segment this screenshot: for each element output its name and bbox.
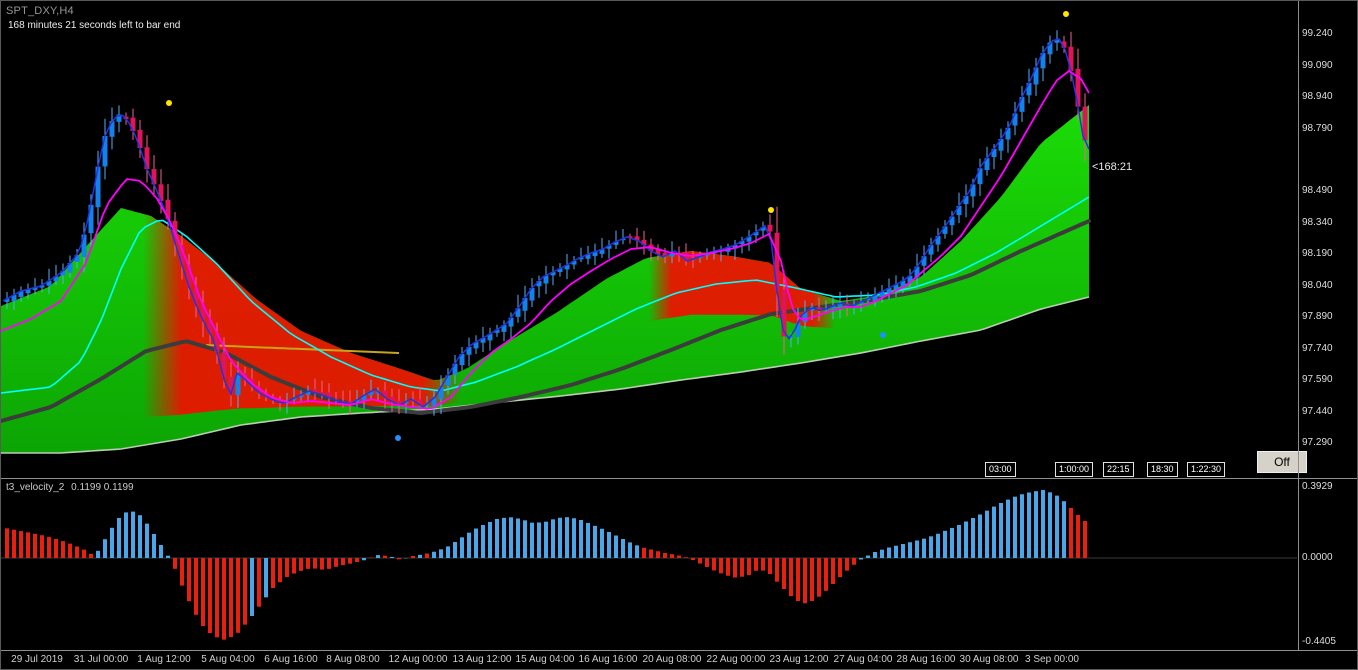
- indicator-axis[interactable]: 0.3929 0.0000 -0.4405: [1302, 1, 1357, 650]
- price-axis-label: 97.890: [1302, 311, 1333, 322]
- time-axis-label: 30 Aug 08:00: [959, 654, 1019, 665]
- price-axis-label: 98.040: [1302, 280, 1333, 291]
- price-axis-label: 98.790: [1302, 123, 1333, 134]
- session-timer-box[interactable]: 22:15: [1103, 462, 1134, 477]
- time-axis-label: 31 Jul 00:00: [73, 654, 129, 665]
- time-axis-label: 15 Aug 04:00: [515, 654, 575, 665]
- price-axis-label: 99.240: [1302, 28, 1333, 39]
- price-axis-label: 99.090: [1302, 60, 1333, 71]
- time-axis-label: 20 Aug 08:00: [642, 654, 702, 665]
- off-button[interactable]: Off: [1257, 451, 1307, 473]
- indicator-label: t3_velocity_2 0.1199 0.1199: [6, 482, 138, 493]
- indicator-axis-label: -0.4405: [1302, 636, 1336, 647]
- price-axis-divider: [1298, 1, 1299, 650]
- indicator-name: t3_velocity_2: [6, 482, 65, 493]
- price-axis-label: 97.740: [1302, 343, 1333, 354]
- time-axis-label: 22 Aug 00:00: [706, 654, 766, 665]
- time-axis-label: 23 Aug 12:00: [769, 654, 829, 665]
- time-axis-label: 12 Aug 00:00: [388, 654, 448, 665]
- price-axis-label: 98.940: [1302, 91, 1333, 102]
- main-price-chart-canvas[interactable]: [1, 1, 1298, 478]
- time-axis-label: 1 Aug 12:00: [137, 654, 191, 665]
- indicator-axis-label: 0.3929: [1302, 481, 1333, 492]
- blue-signal-dot: [395, 435, 401, 441]
- price-axis-label: 97.440: [1302, 406, 1333, 417]
- chart-indicator-divider: [1, 478, 1357, 479]
- price-axis-label: 97.590: [1302, 374, 1333, 385]
- indicator-values: 0.1199 0.1199: [71, 482, 134, 493]
- time-axis-label: 27 Aug 04:00: [833, 654, 893, 665]
- session-timer-box[interactable]: 1:22:30: [1187, 462, 1226, 477]
- bar-countdown-tag: <168:21: [1092, 161, 1133, 173]
- time-axis-label: 16 Aug 16:00: [578, 654, 638, 665]
- chart-symbol-title: SPT_DXY,H4: [6, 5, 74, 17]
- yellow-signal-dot: [166, 100, 172, 106]
- indicator-axis-label: 0.0000: [1302, 552, 1333, 563]
- time-axis-label: 8 Aug 08:00: [326, 654, 380, 665]
- session-timer-box[interactable]: 1:00:00: [1055, 462, 1094, 477]
- price-axis-label: 98.190: [1302, 248, 1333, 259]
- time-axis-label: 3 Sep 00:00: [1025, 654, 1079, 665]
- oscillator-panel-canvas[interactable]: [1, 479, 1298, 650]
- time-axis-label: 29 Jul 2019: [11, 654, 63, 665]
- yellow-signal-dot: [768, 207, 774, 213]
- time-axis-label: 13 Aug 12:00: [452, 654, 512, 665]
- price-axis-label: 98.490: [1302, 185, 1333, 196]
- yellow-signal-dot: [1063, 11, 1069, 17]
- time-axis-label: 5 Aug 04:00: [201, 654, 255, 665]
- time-axis-label: 6 Aug 16:00: [264, 654, 318, 665]
- blue-signal-dot: [880, 332, 886, 338]
- session-timer-box[interactable]: 18:30: [1147, 462, 1178, 477]
- session-timer-box[interactable]: 03:00: [985, 462, 1016, 477]
- indicator-timeaxis-divider: [1, 650, 1357, 651]
- price-axis-label: 98.340: [1302, 217, 1333, 228]
- price-axis[interactable]: 99.240 99.090 98.940 98.790 98.490 98.340 98.1…: [1302, 1, 1357, 650]
- bar-countdown-text: 168 minutes 21 seconds left to bar end: [8, 20, 181, 31]
- time-axis[interactable]: 29 Jul 2019 31 Jul 00:00 1 Aug 12:00 5 Aug …: [1, 651, 1298, 669]
- time-axis-label: 28 Aug 16:00: [896, 654, 956, 665]
- price-axis-label: 97.290: [1302, 437, 1333, 448]
